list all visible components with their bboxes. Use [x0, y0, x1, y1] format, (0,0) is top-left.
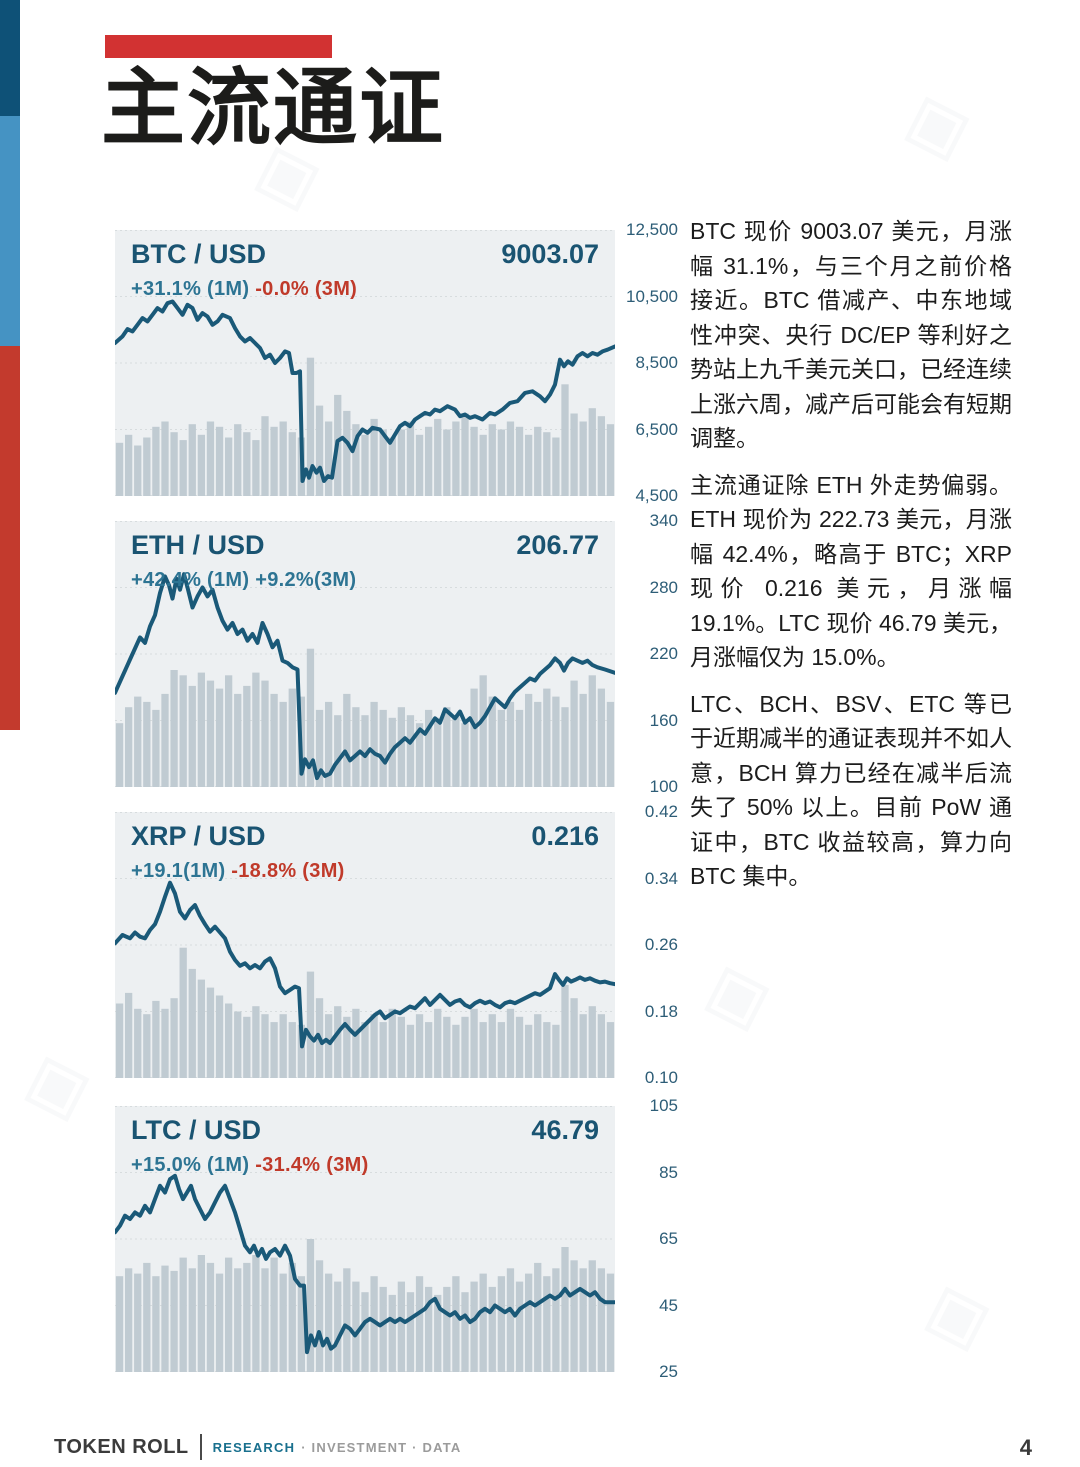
btc-price-chart — [115, 230, 615, 496]
eth-change-row: +42.4% (1M) +9.2%(3M) — [131, 569, 356, 592]
btc-change-row: +31.1% (1M) -0.0% (3M) — [131, 278, 357, 301]
ltc-y-axis: 105 85 65 45 25 — [620, 1096, 678, 1381]
chart-panel-xrp: XRP / USD 0.216 +19.1(1M) -18.8% (3M) 0.… — [115, 802, 678, 1087]
title-accent-bar — [105, 35, 332, 58]
watermark-diamond: ◈ — [906, 1254, 1004, 1372]
chart-panel-eth: ETH / USD 206.77 +42.4% (1M) +9.2%(3M) 3… — [115, 511, 678, 796]
ltc-change-3m: -31.4% (3M) — [255, 1154, 369, 1176]
footer: TOKEN ROLL RESEARCH · INVESTMENT · DATA — [54, 1432, 461, 1462]
y-axis-tick: 10,500 — [626, 286, 678, 306]
y-axis-tick: 0.18 — [644, 1001, 678, 1021]
watermark-diamond: ◈ — [886, 64, 984, 182]
y-axis-tick: 6,500 — [635, 419, 678, 439]
btc-price-value: 9003.07 — [501, 239, 599, 269]
y-axis-tick: 0.42 — [644, 802, 678, 821]
ltc-price-value: 46.79 — [531, 1115, 599, 1145]
btc-change-1m: +31.1% (1M) — [131, 278, 250, 300]
xrp-price-chart — [115, 812, 615, 1078]
page-title: 主流通证 — [101, 61, 446, 155]
xrp-change-1m: +19.1(1M) — [131, 860, 226, 882]
eth-pair-label: ETH / USD — [131, 530, 265, 560]
y-axis-tick: 4,500 — [635, 486, 678, 505]
btc-pair-label: BTC / USD — [131, 239, 266, 269]
footer-tag-research: RESEARCH — [212, 1439, 296, 1455]
y-axis-tick: 65 — [659, 1229, 678, 1248]
footer-tag-rest: · INVESTMENT · DATA — [301, 1439, 462, 1455]
eth-change-3m: +9.2%(3M) — [255, 569, 357, 591]
y-axis-tick: 0.34 — [644, 868, 678, 888]
left-accent-bar-red — [0, 346, 20, 730]
btc-y-axis: 12,500 10,500 8,500 6,500 4,500 — [620, 220, 678, 505]
left-accent-bar-dark-blue — [0, 0, 20, 116]
watermark-diamond: ◈ — [686, 934, 784, 1052]
eth-price-chart — [115, 521, 615, 787]
commentary-column: BTC 现价 9003.07 美元，月涨幅 31.1%，与三个月之前价格接近。B… — [690, 214, 1012, 906]
y-axis-tick: 280 — [649, 577, 678, 597]
eth-change-1m: +42.4% (1M) — [131, 569, 250, 591]
eth-y-axis: 340 280 220 160 100 — [620, 511, 678, 796]
chart-panel-ltc: LTC / USD 46.79 +15.0% (1M) -31.4% (3M) … — [115, 1096, 678, 1381]
ltc-price-chart — [115, 1106, 615, 1372]
ltc-pair-label: LTC / USD — [131, 1115, 261, 1145]
left-accent-bar-light-blue — [0, 116, 20, 346]
y-axis-tick: 8,500 — [635, 353, 678, 372]
brand-logo-text: TOKEN ROLL — [54, 1435, 189, 1458]
xrp-y-axis: 0.42 0.34 0.26 0.18 0.10 — [620, 802, 678, 1087]
btc-change-3m: -0.0% (3M) — [255, 278, 358, 300]
xrp-change-row: +19.1(1M) -18.8% (3M) — [131, 860, 345, 883]
xrp-price-value: 0.216 — [531, 821, 599, 851]
y-axis-tick: 100 — [649, 777, 678, 796]
ltc-change-row: +15.0% (1M) -31.4% (3M) — [131, 1154, 369, 1177]
y-axis-tick: 340 — [649, 511, 678, 530]
paragraph-majors: 主流通证除 ETH 外走势偏弱。ETH 现价为 222.73 美元，月涨幅 42… — [690, 471, 1012, 671]
ltc-change-1m: +15.0% (1M) — [131, 1154, 250, 1176]
y-axis-tick: 0.10 — [644, 1068, 678, 1087]
page-number: 4 — [1019, 1435, 1032, 1460]
y-axis-tick: 105 — [649, 1096, 678, 1115]
y-axis-tick: 45 — [659, 1295, 678, 1315]
y-axis-tick: 12,500 — [626, 220, 678, 239]
xrp-pair-label: XRP / USD — [131, 821, 266, 851]
y-axis-tick: 160 — [649, 710, 678, 730]
y-axis-tick: 0.26 — [644, 935, 678, 954]
xrp-change-3m: -18.8% (3M) — [231, 860, 345, 882]
eth-price-value: 206.77 — [516, 530, 599, 560]
paragraph-btc: BTC 现价 9003.07 美元，月涨幅 31.1%，与三个月之前价格接近。B… — [690, 218, 1012, 451]
footer-divider — [199, 1434, 202, 1460]
y-axis-tick: 85 — [659, 1162, 678, 1182]
chart-panel-btc: BTC / USD 9003.07 +31.1% (1M) -0.0% (3M)… — [115, 220, 678, 505]
paragraph-halving: LTC、BCH、BSV、ETC 等已于近期减半的通证表现并不如人意，BCH 算力… — [690, 690, 1012, 890]
y-axis-tick: 25 — [659, 1362, 678, 1381]
y-axis-tick: 220 — [649, 644, 678, 663]
watermark-diamond: ◈ — [6, 1024, 104, 1142]
